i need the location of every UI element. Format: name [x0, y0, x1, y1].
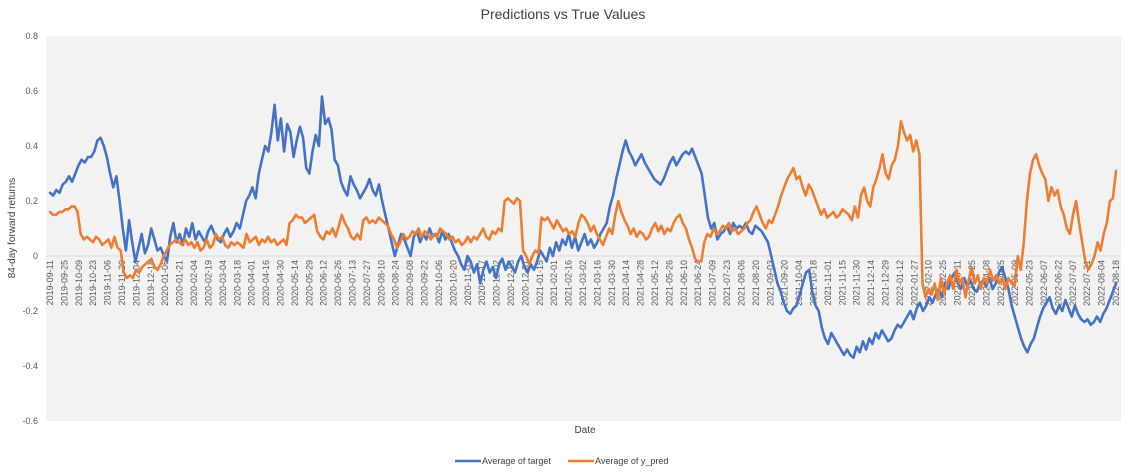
x-tick-label: 2020-07-13	[348, 260, 358, 306]
x-tick-label: 2022-06-22	[1053, 260, 1063, 306]
x-tick-label: 2021-11-15	[837, 260, 847, 305]
x-tick-label: 2021-10-18	[808, 260, 818, 306]
x-tick-label: 2019-11-06	[103, 260, 113, 305]
x-tick-label: 2020-07-27	[362, 260, 372, 306]
x-tick-label: 2020-06-12	[319, 260, 329, 306]
y-tick-label: 0.6	[25, 86, 38, 96]
x-tick-label: 2019-10-09	[74, 260, 84, 306]
series-lines	[48, 95, 1118, 360]
x-tick-label: 2021-08-06	[736, 260, 746, 306]
x-tick-label: 2021-09-20	[780, 260, 790, 306]
x-tick-label: 2019-11-20	[117, 260, 127, 305]
x-tick-label: 2020-06-26	[333, 260, 343, 306]
x-tick-label: 2021-12-14	[866, 260, 876, 306]
x-tick-label: 2020-09-22	[420, 260, 430, 306]
y-tick-label: 0	[33, 251, 38, 261]
y-tick-label: -0.6	[22, 416, 38, 426]
y-axis-label: 84-day forward returns	[7, 178, 18, 279]
x-tick-label: 2021-03-30	[607, 260, 617, 306]
x-axis-label: Date	[574, 425, 596, 436]
x-tick-label: 2020-12-16	[506, 260, 516, 306]
x-tick-label: 2020-12-31	[520, 260, 530, 306]
y-tick-label: 0.8	[25, 31, 38, 41]
x-tick-label: 2021-06-10	[679, 260, 689, 306]
x-tick-label: 2020-12-02	[492, 260, 502, 306]
x-tick-label: 2020-05-14	[290, 260, 300, 306]
x-tick-label: 2020-09-08	[405, 260, 415, 306]
x-tick-label: 2021-07-09	[708, 260, 718, 306]
x-tick-label: 2021-02-01	[549, 260, 559, 306]
x-tick-label: 2021-10-04	[794, 260, 804, 306]
y-tick-label: 0.2	[25, 196, 38, 206]
x-tick-label: 2020-10-20	[448, 260, 458, 306]
x-tick-label: 2022-01-27	[909, 260, 919, 306]
chart-title: Predictions vs True Values	[481, 6, 646, 22]
x-tick-label: 2021-05-26	[664, 260, 674, 306]
x-tick-label: 2020-05-29	[304, 260, 314, 306]
x-tick-label: 2022-05-23	[1025, 260, 1035, 306]
x-tick-label: 2020-04-30	[275, 260, 285, 306]
x-tick-label: 2021-11-01	[823, 260, 833, 305]
legend: Average of target Average of y_pred	[455, 456, 668, 466]
x-tick-label: 2021-07-23	[722, 260, 732, 306]
x-tick-label: 2020-10-06	[434, 260, 444, 306]
x-tick-label: 2021-03-16	[592, 260, 602, 306]
x-tick-label: 2020-02-04	[189, 260, 199, 306]
x-tick-label: 2019-09-11	[45, 260, 55, 305]
y-tick-label: -0.4	[22, 361, 38, 371]
x-tick-label: 2021-11-30	[852, 260, 862, 305]
legend-label: Average of y_pred	[595, 456, 668, 466]
x-tick-label: 2021-06-24	[693, 260, 703, 306]
series-line-y-pred	[48, 120, 1118, 302]
x-tick-label: 2022-06-07	[1039, 260, 1049, 306]
x-tick-label: 2022-01-12	[895, 260, 905, 306]
x-tick-label: 2020-03-18	[232, 260, 242, 306]
x-tick-label: 2022-07-21	[1082, 260, 1092, 306]
y-axis-ticks: 0.8 0.6 0.4 0.2 0 -0.2 -0.4 -0.6	[22, 31, 38, 426]
x-tick-label: 2020-08-24	[391, 260, 401, 306]
y-tick-label: -0.2	[22, 306, 38, 316]
x-tick-label: 2020-02-19	[203, 260, 213, 306]
x-tick-label: 2019-09-25	[59, 260, 69, 306]
x-tick-label: 2021-04-14	[621, 260, 631, 306]
x-tick-label: 2021-08-20	[751, 260, 761, 306]
x-tick-label: 2020-11-17	[477, 260, 487, 305]
x-tick-label: 2021-03-02	[578, 260, 588, 306]
x-tick-label: 2020-04-16	[261, 260, 271, 306]
x-tick-label: 2020-03-04	[218, 260, 228, 306]
x-tick-label: 2022-02-10	[924, 260, 934, 306]
x-tick-label: 2021-02-16	[564, 260, 574, 306]
y-tick-label: 0.4	[25, 141, 38, 151]
x-tick-label: 2021-01-15	[535, 260, 545, 306]
plot-area	[46, 36, 1121, 421]
x-tick-label: 2020-04-01	[247, 260, 257, 306]
x-tick-label: 2021-04-28	[636, 260, 646, 306]
x-tick-label: 2019-12-18	[146, 260, 156, 306]
x-tick-label: 2020-01-06	[160, 260, 170, 306]
x-tick-label: 2022-08-04	[1097, 260, 1107, 306]
x-tick-label: 2019-12-04	[131, 260, 141, 306]
x-tick-label: 2021-05-12	[650, 260, 660, 306]
x-tick-label: 2021-12-29	[881, 260, 891, 306]
x-tick-label: 2020-01-21	[175, 260, 185, 306]
x-tick-label: 2022-07-07	[1068, 260, 1078, 306]
x-tick-label: 2020-11-03	[463, 260, 473, 305]
x-tick-label: 2021-09-03	[765, 260, 775, 306]
x-tick-label: 2019-10-23	[88, 260, 98, 306]
legend-label: Average of target	[482, 456, 551, 466]
x-tick-label: 2020-08-10	[376, 260, 386, 306]
